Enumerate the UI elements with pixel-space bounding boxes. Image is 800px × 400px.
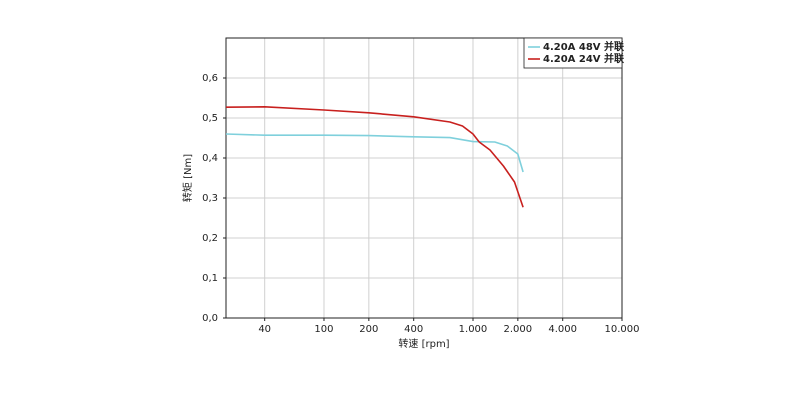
y-tick-label: 0,3 <box>202 193 218 204</box>
grid <box>226 38 623 319</box>
y-axis-label: 转矩 [Nm] <box>181 154 194 202</box>
x-tick-label: 1.000 <box>459 324 488 335</box>
x-tick-label: 100 <box>314 324 333 335</box>
y-tick-label: 0,5 <box>202 113 218 124</box>
x-tick-label: 10.000 <box>605 324 640 335</box>
x-tick-label: 400 <box>404 324 423 335</box>
x-tick-label: 2.000 <box>504 324 533 335</box>
y-tick-label: 0,0 <box>202 313 218 324</box>
x-axis-label: 转速 [rpm] <box>398 337 449 350</box>
plot-frame <box>225 37 623 319</box>
x-tick-label: 200 <box>359 324 378 335</box>
y-tick-label: 0,4 <box>202 153 218 164</box>
legend-box <box>523 37 623 69</box>
legend-label: 4.20A 24V 并联 <box>543 52 624 65</box>
series-line <box>225 133 524 173</box>
legend-label: 4.20A 48V 并联 <box>543 40 624 53</box>
y-tick-label: 0,6 <box>202 73 218 84</box>
series-line <box>225 106 524 208</box>
y-tick-label: 0,2 <box>202 233 218 244</box>
x-tick-label: 4.000 <box>548 324 577 335</box>
y-tick-label: 0,1 <box>202 273 218 284</box>
x-tick-label: 40 <box>258 324 271 335</box>
